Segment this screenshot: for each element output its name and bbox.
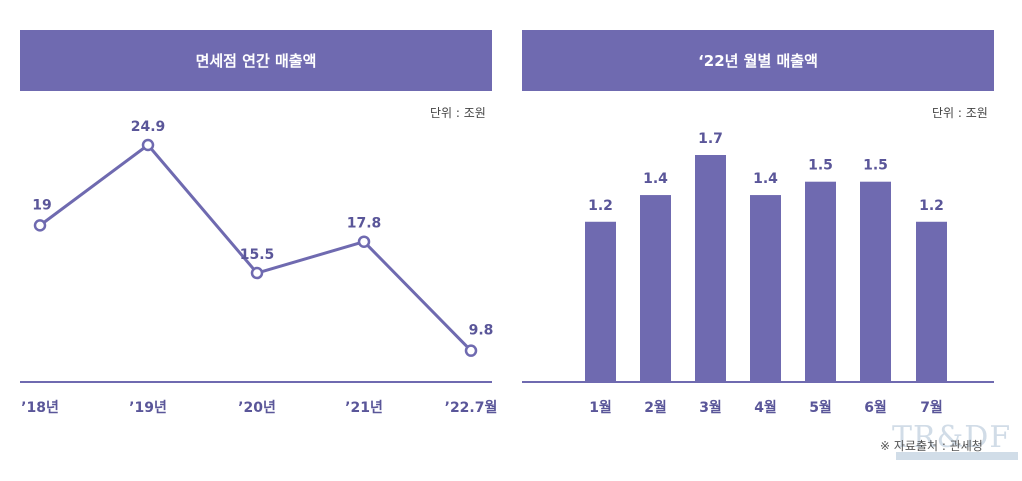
right-bar [750, 195, 781, 382]
left-x-tick-label: ’18년 [21, 400, 59, 416]
right-x-tick-label: 4월 [754, 399, 777, 416]
left-x-tick-label: ’21년 [345, 400, 383, 416]
watermark-logo: TR&DF [892, 420, 1012, 455]
right-x-tick-label: 3월 [699, 399, 722, 416]
left-data-point [250, 266, 264, 280]
right-x-tick-label: 5월 [809, 399, 832, 416]
left-value-label: 17.8 [347, 216, 382, 232]
left-panel-title: 면세점 연간 매출액 [20, 30, 492, 91]
watermark-bar [896, 452, 1018, 460]
left-x-tick-label: ’20년 [238, 400, 276, 416]
right-value-label: 1.4 [643, 171, 668, 187]
source-note: ※ 자료출처 : 관세청 [880, 439, 983, 453]
right-x-tick-label: 6월 [864, 399, 887, 416]
right-value-label: 1.4 [753, 171, 778, 187]
right-panel-title: ‘22년 월별 매출액 [522, 30, 994, 91]
right-unit-label: 단위 : 조원 [932, 106, 988, 120]
left-data-point [357, 235, 371, 248]
left-value-label: 15.5 [240, 247, 275, 263]
left-value-label: 24.9 [131, 119, 166, 135]
left-data-point [33, 219, 47, 232]
left-value-label: 9.8 [469, 323, 494, 339]
right-bar [695, 155, 726, 382]
left-data-point [464, 344, 478, 357]
right-x-tick-label: 1월 [589, 399, 612, 416]
left-unit-label: 단위 : 조원 [430, 106, 486, 120]
right-value-label: 1.5 [863, 158, 888, 174]
right-x-tick-label: 7월 [920, 399, 943, 416]
right-bar [585, 221, 616, 382]
left-x-tick-label: ’22.7월 [445, 399, 498, 416]
right-bar [860, 181, 891, 382]
left-x-tick-label: ’19년 [129, 400, 167, 416]
right-bar [916, 221, 947, 382]
right-value-label: 1.2 [919, 198, 944, 214]
right-value-label: 1.5 [808, 158, 833, 174]
right-value-label: 1.2 [588, 198, 613, 214]
right-x-tick-label: 2월 [644, 399, 667, 416]
left-data-point [141, 138, 155, 152]
left-value-label: 19 [32, 197, 51, 213]
right-value-label: 1.7 [698, 131, 723, 147]
right-bar [805, 181, 836, 382]
right-bar [640, 195, 671, 382]
